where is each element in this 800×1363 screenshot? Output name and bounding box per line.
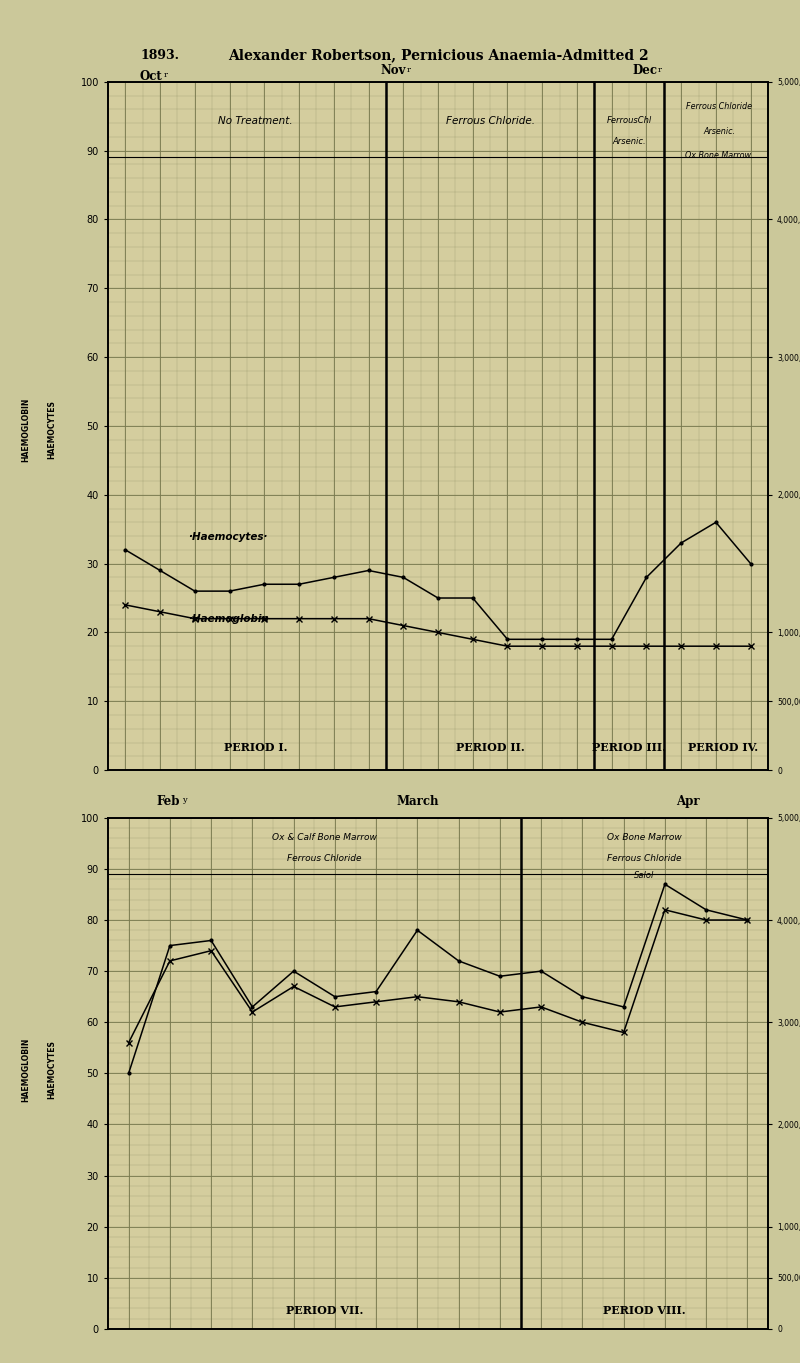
Text: Dec: Dec [632, 64, 657, 78]
Text: 1893.: 1893. [140, 49, 179, 63]
Text: r: r [164, 71, 168, 79]
Text: No Treatment.: No Treatment. [218, 116, 293, 127]
Text: HAEMOCYTES: HAEMOCYTES [47, 399, 57, 459]
Text: y: y [182, 796, 187, 804]
Text: FerrousChl: FerrousChl [606, 116, 652, 125]
Text: Ferrous Chloride.: Ferrous Chloride. [446, 116, 534, 127]
Text: Alexander Robertson, Pernicious Anaemia-Admitted 2: Alexander Robertson, Pernicious Anaemia-… [228, 48, 649, 63]
Text: PERIOD III.: PERIOD III. [592, 741, 666, 752]
Text: March: March [396, 795, 438, 808]
Text: Salol: Salol [634, 871, 654, 880]
Text: Ox Bone Marrow.: Ox Bone Marrow. [686, 150, 754, 159]
Text: Ox Bone Marrow: Ox Bone Marrow [607, 833, 682, 842]
Text: Nov: Nov [380, 64, 406, 78]
Text: Ox & Calf Bone Marrow: Ox & Calf Bone Marrow [272, 833, 377, 842]
Text: r: r [658, 65, 662, 74]
Text: PERIOD VII.: PERIOD VII. [286, 1306, 363, 1317]
Text: Feb: Feb [156, 795, 179, 808]
Text: Arsenic.: Arsenic. [703, 127, 735, 135]
Text: ·Haemocytes·: ·Haemocytes· [188, 532, 267, 541]
Text: Oct: Oct [140, 70, 162, 83]
Text: HAEMOCYTES: HAEMOCYTES [47, 1040, 57, 1100]
Text: ·Haemoglobin: ·Haemoglobin [188, 615, 269, 624]
Text: Arsenic.: Arsenic. [612, 136, 646, 146]
Text: Ferrous Chloride: Ferrous Chloride [287, 853, 362, 863]
Text: PERIOD I.: PERIOD I. [224, 741, 287, 752]
Text: Apr: Apr [676, 795, 700, 808]
Text: Ferrous Chloride: Ferrous Chloride [686, 102, 752, 112]
Text: r: r [406, 65, 410, 74]
Text: Ferrous Chloride: Ferrous Chloride [607, 853, 682, 863]
Text: PERIOD II.: PERIOD II. [456, 741, 525, 752]
Text: PERIOD VIII.: PERIOD VIII. [603, 1306, 686, 1317]
Text: PERIOD IV.: PERIOD IV. [688, 741, 758, 752]
Text: HAEMOGLOBIN: HAEMOGLOBIN [21, 1037, 30, 1103]
Text: HAEMOGLOBIN: HAEMOGLOBIN [21, 397, 30, 462]
